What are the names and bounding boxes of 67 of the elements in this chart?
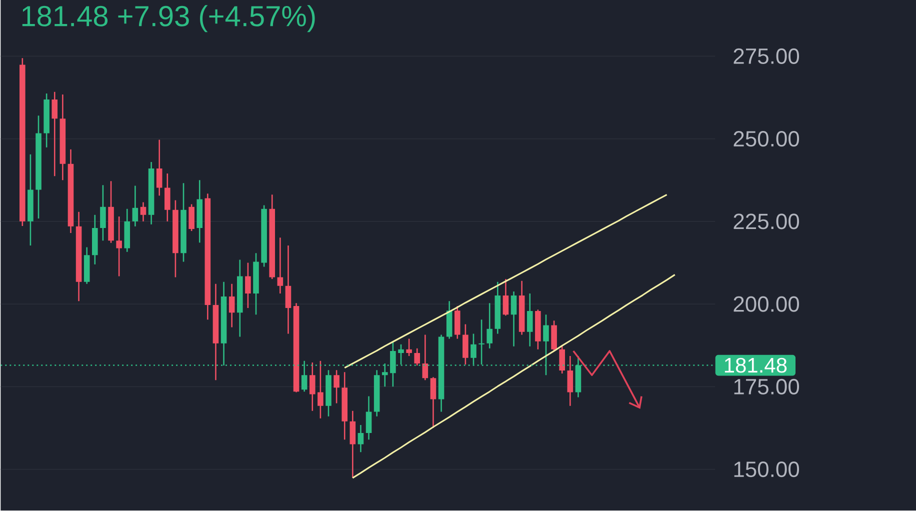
candlestick	[414, 348, 420, 366]
candlestick	[446, 301, 452, 339]
candlestick	[350, 411, 356, 478]
candlestick	[318, 361, 324, 419]
candlestick	[518, 281, 525, 335]
candlestick	[228, 284, 235, 328]
candlestick	[204, 194, 211, 320]
candlestick	[84, 247, 90, 284]
y-tick-label: 200.00	[734, 296, 800, 312]
candlestick	[156, 140, 162, 196]
candlestick	[293, 303, 300, 392]
candlestick	[180, 183, 186, 262]
candlestick	[76, 212, 82, 302]
candlestick	[567, 356, 574, 406]
candlestick	[92, 215, 98, 265]
candlestick	[342, 372, 348, 440]
candlestick	[269, 194, 276, 280]
candlestick	[132, 186, 138, 227]
candlestick	[366, 396, 372, 440]
candlestick	[486, 303, 493, 349]
candlestick	[20, 58, 26, 226]
candlestick	[358, 425, 364, 452]
candlestick	[245, 262, 251, 308]
candlestick	[172, 200, 178, 278]
y-tick-label: 175.00	[734, 379, 800, 395]
candlestick	[36, 116, 42, 219]
candlestick	[140, 202, 146, 222]
chart-title: 181.48 +7.93 (+4.57%)	[22, 5, 315, 32]
candlestick	[374, 370, 380, 417]
candlestick	[164, 174, 170, 222]
candlestick	[334, 370, 340, 404]
ref-line-label: 181.48	[724, 358, 787, 373]
candlestick	[326, 370, 332, 417]
candlestick	[551, 320, 557, 352]
candlestick	[28, 154, 34, 246]
candlestick	[253, 253, 259, 315]
candlestick	[68, 150, 74, 234]
candlestick	[430, 377, 436, 428]
candlestick	[236, 260, 243, 337]
candlestick	[212, 284, 219, 380]
candlestick	[502, 279, 509, 316]
candlestick	[494, 282, 501, 334]
candlestick	[285, 246, 292, 334]
candlestick	[526, 294, 533, 347]
candlestick	[559, 346, 565, 374]
candlestick	[100, 185, 106, 241]
candlestick	[277, 238, 284, 294]
y-tick-label: 250.00	[734, 131, 800, 147]
candlestick	[44, 94, 50, 148]
y-tick-label: 150.00	[734, 462, 800, 478]
candlestick	[510, 292, 517, 347]
candlestick	[108, 181, 114, 244]
candlestick	[261, 205, 267, 267]
candlestick	[535, 310, 541, 350]
candlestick	[52, 92, 58, 176]
y-tick-label: 225.00	[734, 214, 800, 230]
candlestick	[196, 180, 203, 243]
y-tick-label: 275.00	[734, 48, 800, 64]
candlestick	[309, 362, 316, 411]
candlestick	[454, 306, 460, 339]
candlestick	[124, 209, 130, 252]
candlestick	[422, 334, 428, 380]
candlestick	[406, 338, 412, 356]
candlestick	[148, 162, 154, 225]
candlestick	[462, 324, 468, 365]
candlestick	[60, 94, 66, 180]
candlestick	[188, 204, 194, 232]
